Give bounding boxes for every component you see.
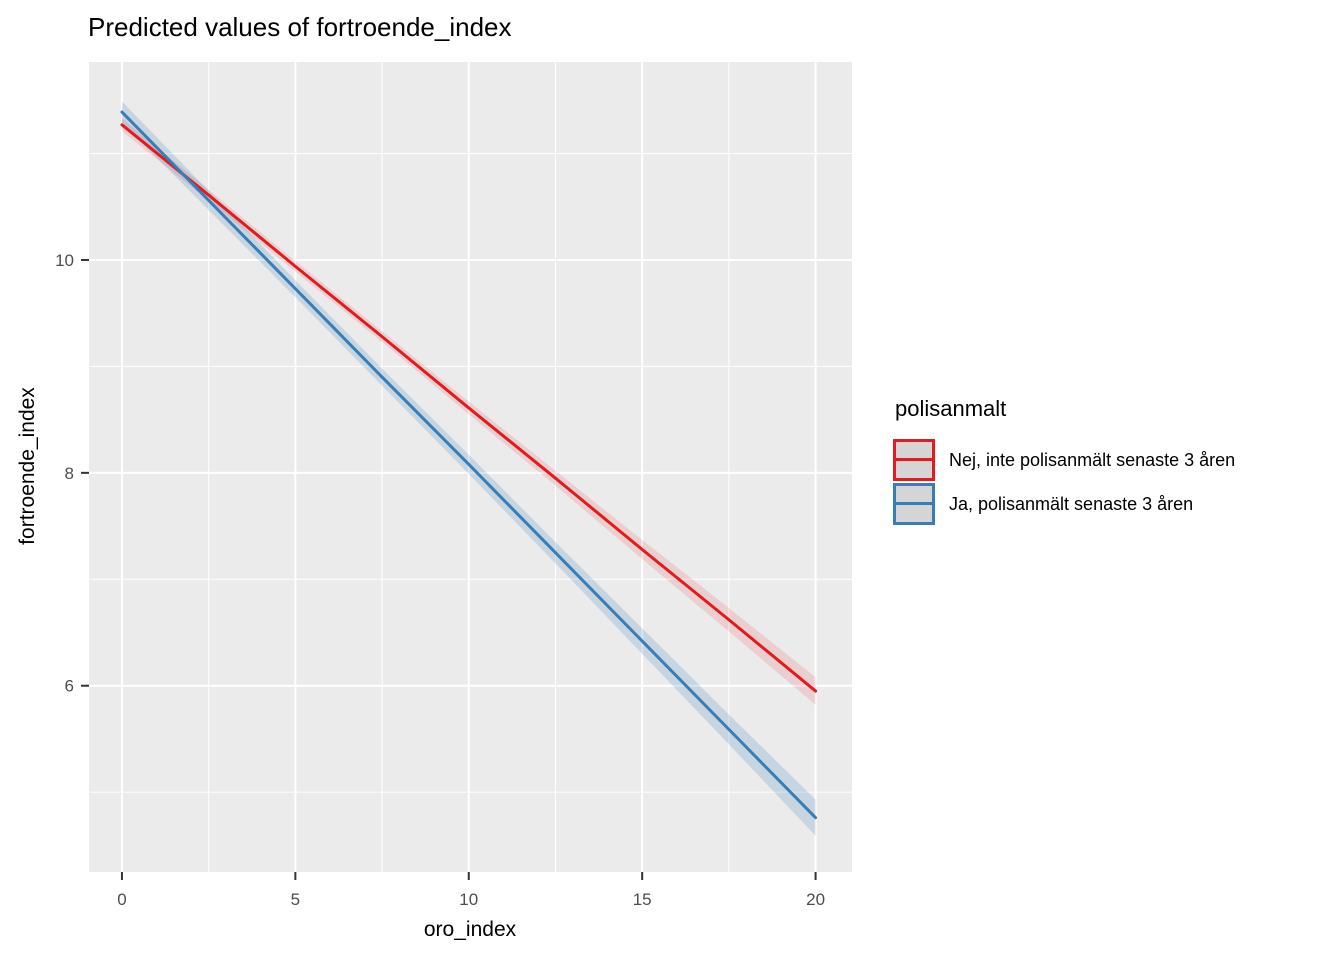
legend-item-ja: Ja, polisanmält senaste 3 åren	[893, 483, 1235, 525]
legend-item-nej: Nej, inte polisanmält senaste 3 åren	[893, 439, 1235, 481]
y-tick-label: 8	[65, 464, 74, 483]
x-tick-label: 10	[459, 890, 478, 909]
x-tick-label: 15	[633, 890, 652, 909]
legend-title: polisanmalt	[895, 396, 1007, 421]
legend-key-red	[893, 439, 935, 481]
x-tick-label: 0	[117, 890, 126, 909]
legend-key-blue	[893, 483, 935, 525]
x-tick-label: 20	[806, 890, 825, 909]
legend: polisanmalt Nej, inte polisanmält senast…	[893, 396, 1235, 527]
y-tick-label: 6	[65, 677, 74, 696]
x-axis-title: oro_index	[423, 918, 517, 941]
legend-item-label: Ja, polisanmält senaste 3 åren	[949, 493, 1194, 514]
prediction-line-1	[120, 110, 818, 820]
legend-item-label: Nej, inte polisanmält senaste 3 åren	[949, 449, 1236, 470]
ci-ribbon-1	[121, 101, 816, 836]
prediction-line-0	[120, 123, 818, 693]
plot-title: Predicted values of fortroende_index	[88, 12, 512, 42]
blue-line-swatch-icon	[896, 502, 932, 505]
y-tick-label: 10	[55, 251, 74, 270]
x-tick-label: 5	[291, 890, 300, 909]
red-line-swatch-icon	[896, 458, 932, 461]
